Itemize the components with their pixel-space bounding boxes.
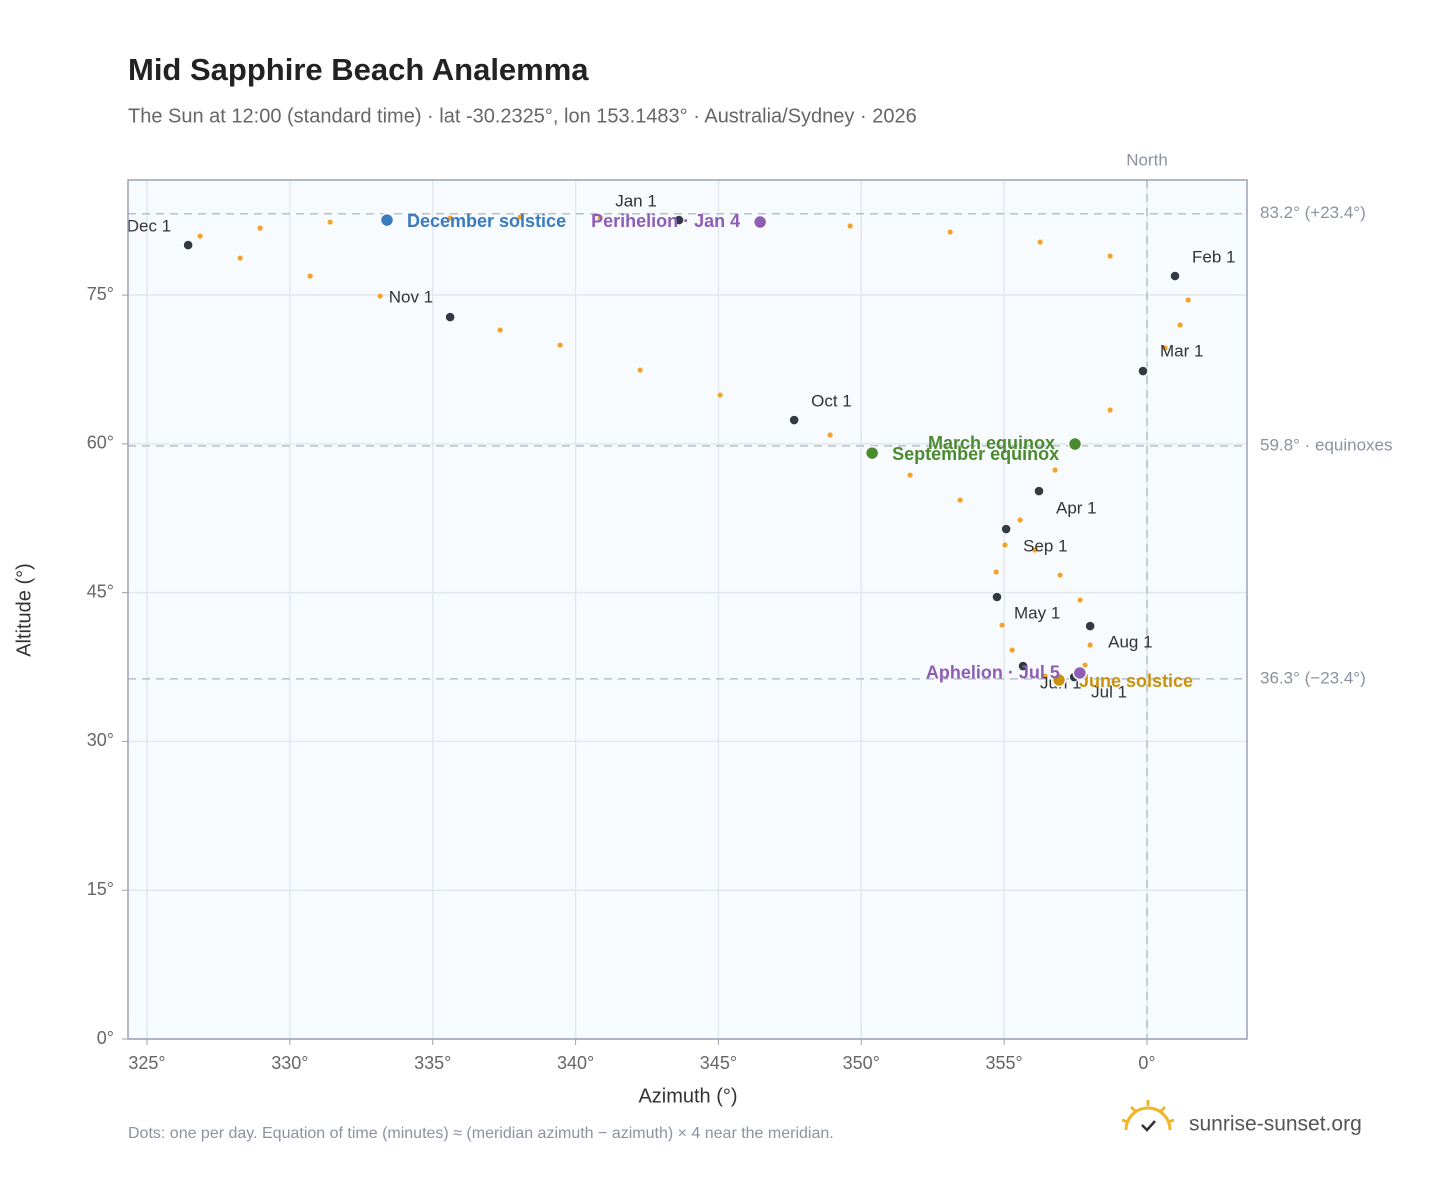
daily-dot [1185, 297, 1191, 303]
month-label: Dec 1 [127, 217, 171, 236]
month-marker [1084, 620, 1096, 632]
y-tick-label: 60° [87, 433, 114, 453]
meridian-label: North [1126, 150, 1168, 169]
daily-dot [257, 225, 263, 231]
daily-dot [1082, 662, 1088, 668]
daily-dot [1032, 547, 1038, 553]
month-marker [1137, 365, 1149, 377]
daily-dot [907, 472, 913, 478]
x-tick-label: 0° [1138, 1053, 1155, 1073]
daily-dot [1177, 322, 1183, 328]
x-tick-label: 355° [986, 1053, 1023, 1073]
x-tick-label: 350° [843, 1053, 880, 1073]
plot-border [127, 179, 1248, 1040]
month-marker [182, 239, 194, 251]
month-marker [1017, 660, 1029, 672]
event-label: March equinox [928, 433, 1055, 453]
daily-dot [993, 569, 999, 575]
daily-dot [307, 273, 313, 279]
reference-label: 83.2° (+23.4°) [1260, 203, 1366, 222]
daily-dot [1042, 673, 1048, 679]
month-label: Oct 1 [811, 392, 852, 411]
x-tick-label: 330° [271, 1053, 308, 1073]
y-tick-label: 30° [87, 730, 114, 750]
month-label: Nov 1 [389, 288, 433, 307]
daily-dot [497, 327, 503, 333]
month-marker [788, 414, 800, 426]
x-tick-label: 325° [128, 1053, 165, 1073]
footnote: Dots: one per day. Equation of time (min… [128, 1125, 834, 1142]
x-axis-title: Azimuth (°) [638, 1085, 737, 1107]
month-marker [1000, 523, 1012, 535]
x-tick-label: 340° [557, 1053, 594, 1073]
month-marker [1033, 485, 1045, 497]
daily-dot [447, 215, 453, 221]
reference-label: 36.3° (−23.4°) [1260, 668, 1366, 687]
event-label: Perihelion · Jan 4 [591, 211, 740, 231]
daily-dot [957, 497, 963, 503]
daily-dot [1107, 407, 1113, 413]
daily-dot [1087, 642, 1093, 648]
daily-dot [1107, 253, 1113, 259]
month-marker [991, 591, 1003, 603]
brand-logo [1121, 1100, 1175, 1132]
event-marker [1067, 436, 1083, 452]
daily-dot [1002, 542, 1008, 548]
daily-dot [377, 293, 383, 299]
daily-dot [197, 233, 203, 239]
month-label: Apr 1 [1056, 499, 1097, 518]
daily-dot [1057, 572, 1063, 578]
chart-subtitle: The Sun at 12:00 (standard time) · lat -… [128, 105, 917, 127]
event-marker [1051, 672, 1067, 688]
reference-label: 59.8° · equinoxes [1260, 435, 1393, 454]
daily-dot [1162, 345, 1168, 351]
y-tick-label: 45° [87, 581, 114, 601]
month-marker [673, 214, 685, 226]
event-marker [752, 214, 768, 230]
x-tick-label: 335° [414, 1053, 451, 1073]
daily-dot [999, 622, 1005, 628]
daily-dot [947, 229, 953, 235]
daily-dot [1052, 467, 1058, 473]
daily-dot [517, 214, 523, 220]
month-label: Jan 1 [615, 192, 657, 211]
month-label: Feb 1 [1192, 248, 1235, 267]
daily-dot [1037, 239, 1043, 245]
daily-dot [847, 223, 853, 229]
plot-area [128, 180, 1247, 1039]
month-label: May 1 [1014, 603, 1060, 622]
daily-dot [717, 392, 723, 398]
event-marker [864, 445, 880, 461]
brand: sunrise-sunset.org [1189, 1113, 1362, 1136]
event-label: December solstice [407, 211, 566, 231]
y-tick-label: 0° [97, 1028, 114, 1048]
event-marker [1072, 665, 1088, 681]
daily-dot [557, 342, 563, 348]
x-tick-label: 345° [700, 1053, 737, 1073]
month-label: Sep 1 [1023, 537, 1067, 556]
daily-dot [1077, 597, 1083, 603]
chart-title: Mid Sapphire Beach Analemma [128, 52, 589, 87]
daily-dot [237, 255, 243, 261]
daily-dot [827, 432, 833, 438]
event-marker [379, 212, 395, 228]
month-label: Aug 1 [1108, 633, 1152, 652]
month-label: Jul 1 [1091, 683, 1127, 702]
daily-dot [327, 219, 333, 225]
y-axis-title: Altitude (°) [13, 563, 35, 657]
event-label: June solstice [1079, 671, 1193, 691]
daily-dot [1017, 517, 1023, 523]
y-tick-label: 75° [87, 284, 114, 304]
daily-dot [1009, 647, 1015, 653]
month-marker [1169, 270, 1181, 282]
event-label: Aphelion · Jul 5 [926, 663, 1060, 683]
event-label: September equinox [892, 444, 1059, 464]
y-tick-label: 15° [87, 879, 114, 899]
daily-dot [597, 215, 603, 221]
month-marker [444, 311, 456, 323]
daily-dot [637, 367, 643, 373]
month-label: Mar 1 [1160, 342, 1203, 361]
